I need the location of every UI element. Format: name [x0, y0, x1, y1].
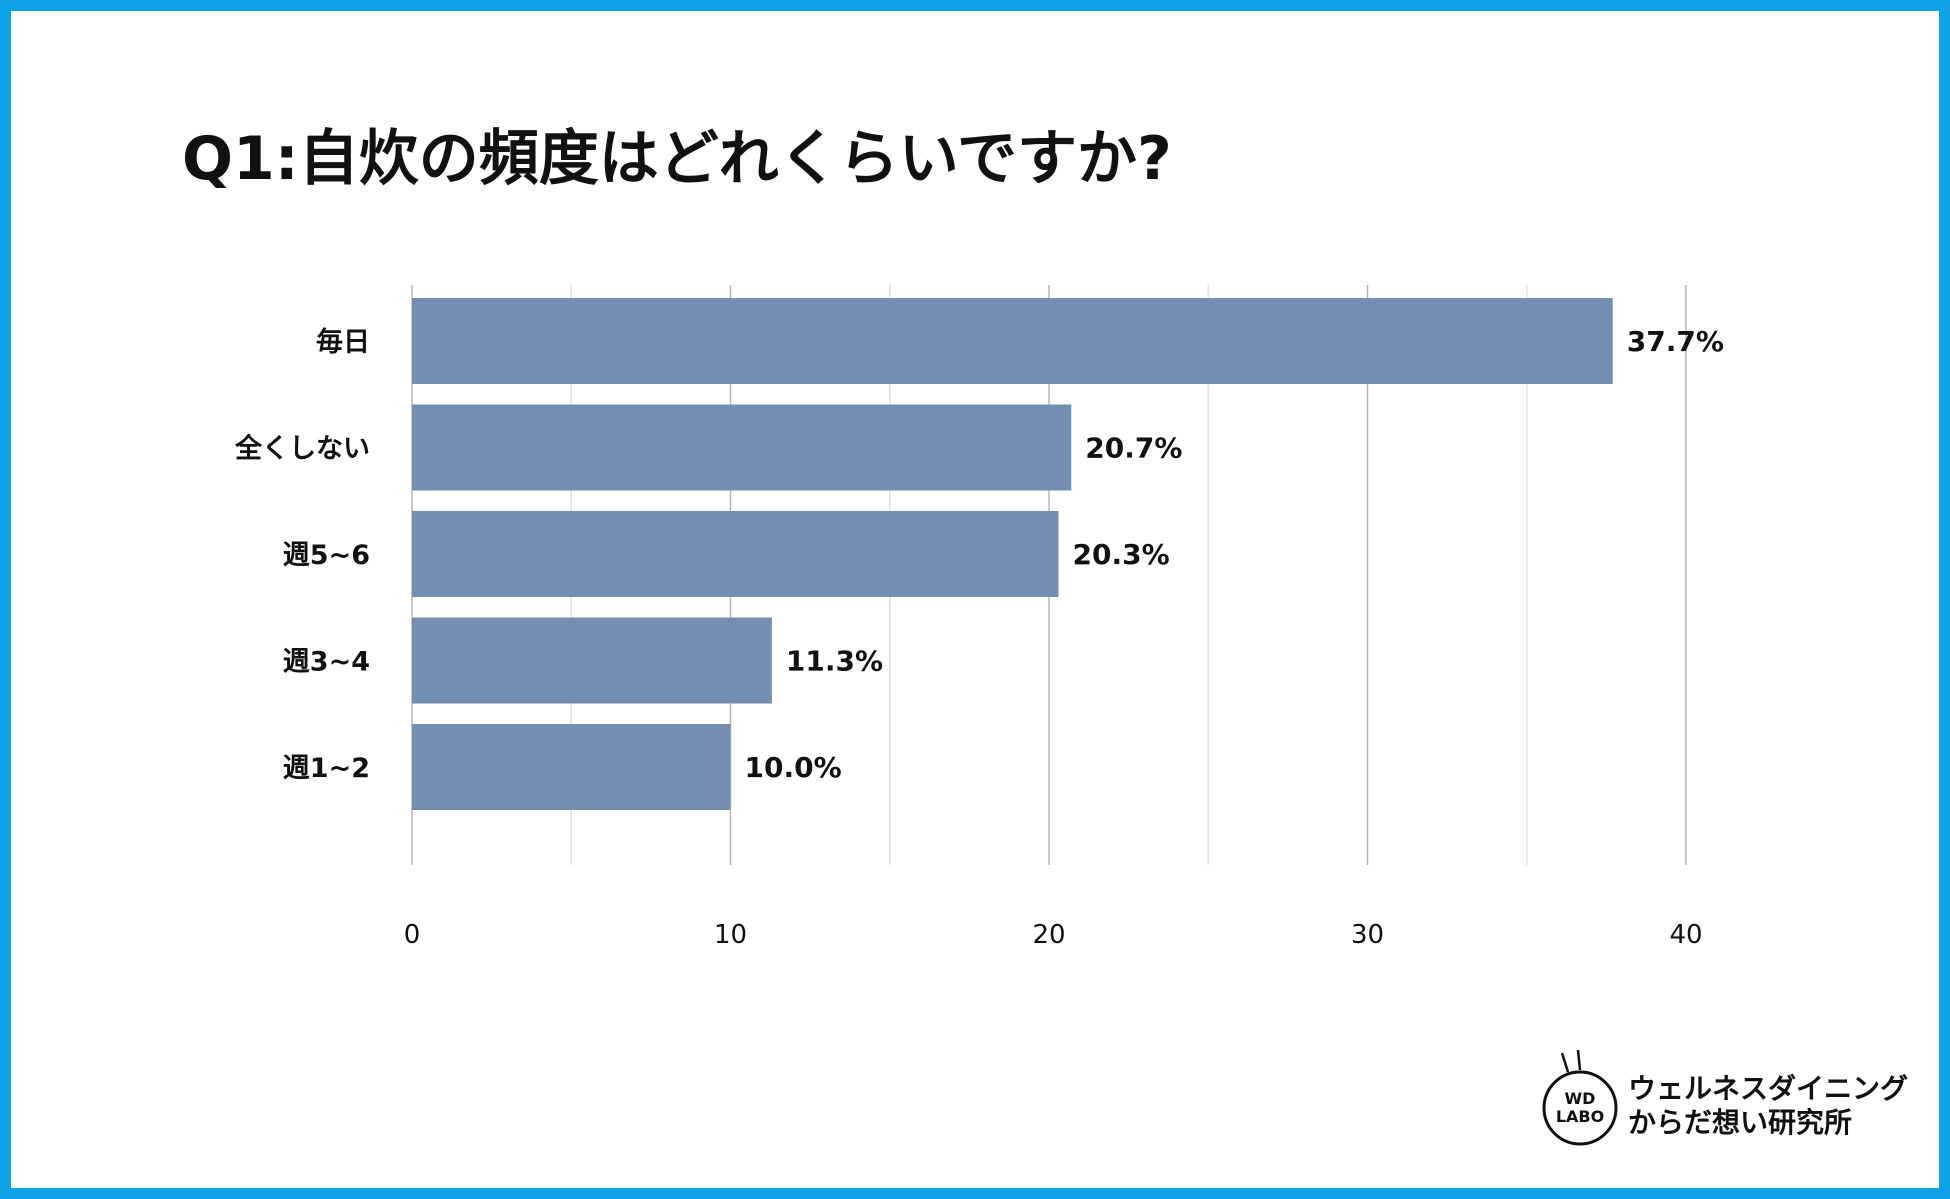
wd-labo-logo: WD LABO: [1542, 1050, 1618, 1146]
data-label: 11.3%: [786, 645, 883, 678]
logo-badge-wd: WD: [1565, 1089, 1596, 1108]
data-label: 37.7%: [1627, 325, 1724, 358]
x-tick-label: 40: [1669, 920, 1702, 950]
data-label: 10.0%: [745, 751, 842, 784]
category-label: 週5~6: [283, 540, 370, 571]
logo-badge-labo: LABO: [1556, 1107, 1604, 1126]
x-tick-label: 0: [404, 920, 421, 950]
category-label: 毎日: [316, 327, 370, 358]
bar: [412, 724, 731, 810]
bar: [412, 298, 1613, 384]
x-tick-label: 10: [714, 920, 747, 950]
bar: [412, 404, 1072, 491]
x-tick-label: 20: [1032, 920, 1065, 950]
category-label: 全くしない: [234, 433, 370, 465]
data-label: 20.7%: [1085, 432, 1182, 465]
x-tick-label: 30: [1351, 920, 1384, 950]
category-label: 週3~4: [283, 647, 370, 678]
logo-text: ウェルネスダイニング からだ想い研究所: [1628, 1072, 1908, 1140]
bar: [412, 511, 1059, 597]
logo-text-line2: からだ想い研究所: [1628, 1106, 1853, 1139]
data-label: 20.3%: [1073, 538, 1170, 571]
category-label: 週1~2: [283, 753, 370, 784]
logo-text-line1: ウェルネスダイニング: [1628, 1072, 1909, 1105]
chart-title: Q1:自炊の頻度はどれくらいですか?: [182, 124, 1172, 194]
bar: [412, 617, 772, 704]
